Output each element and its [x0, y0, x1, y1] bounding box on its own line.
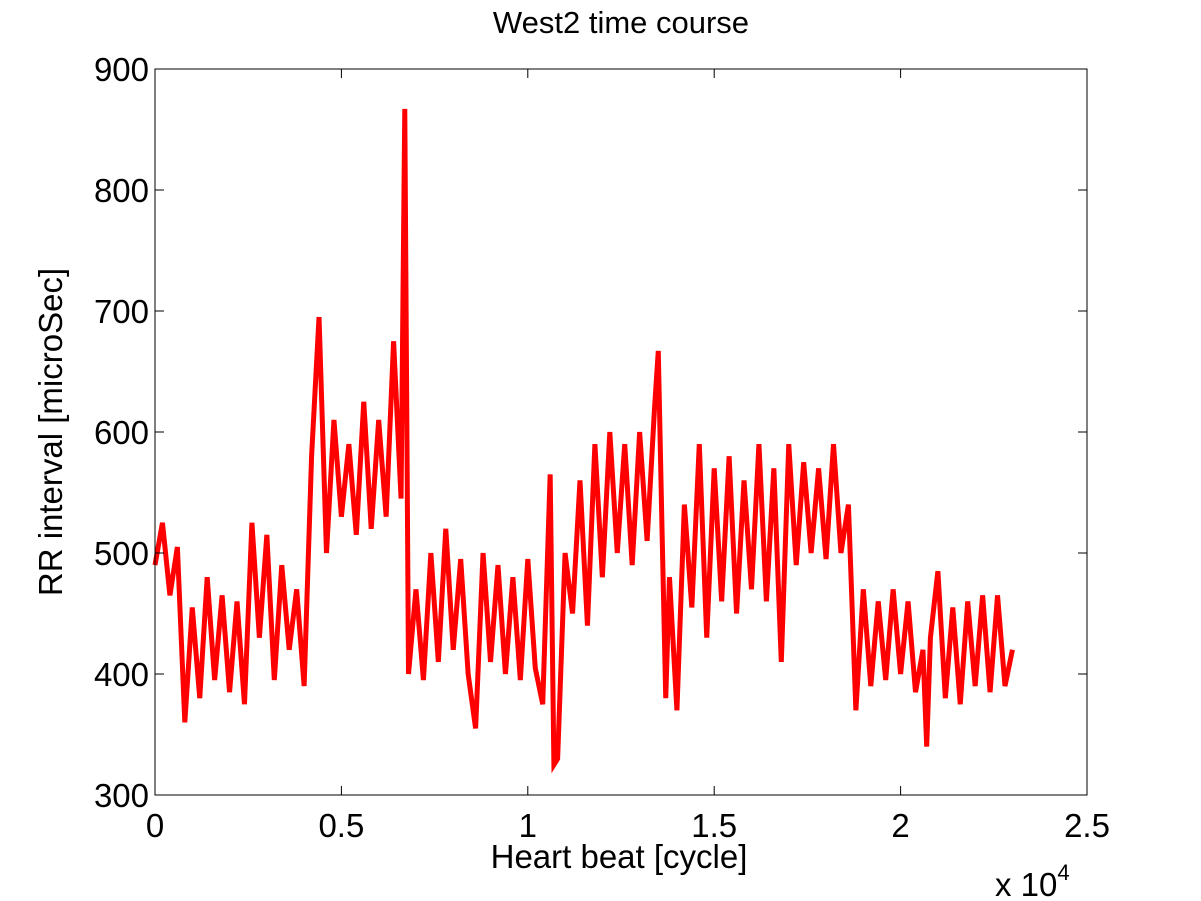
y-tick-label: 700	[94, 293, 149, 330]
x-multiplier: x 104	[995, 860, 1070, 901]
x-tick-label: 1	[519, 807, 537, 844]
y-tick-label: 400	[94, 656, 149, 693]
x-tick-label: 2.5	[1064, 807, 1110, 844]
x-tick-label: 1.5	[691, 807, 737, 844]
y-tick-label: 900	[94, 51, 149, 88]
chart-title: West2 time course	[493, 5, 749, 40]
y-tick-label: 800	[94, 172, 149, 209]
x-tick-label: 0	[146, 807, 164, 844]
x-tick-label: 0.5	[318, 807, 364, 844]
data-line	[152, 108, 1015, 774]
y-tick-label: 600	[94, 414, 149, 451]
x-multiplier-exponent: 4	[1057, 860, 1069, 885]
y-tick-label: 300	[94, 777, 149, 814]
x-axis-label: Heart beat [cycle]	[491, 838, 748, 875]
y-axis-label: RR interval [microSec]	[32, 268, 69, 596]
x-tick-label: 2	[891, 807, 909, 844]
x-multiplier-base: x 10	[995, 866, 1057, 901]
y-tick-label: 500	[94, 535, 149, 572]
